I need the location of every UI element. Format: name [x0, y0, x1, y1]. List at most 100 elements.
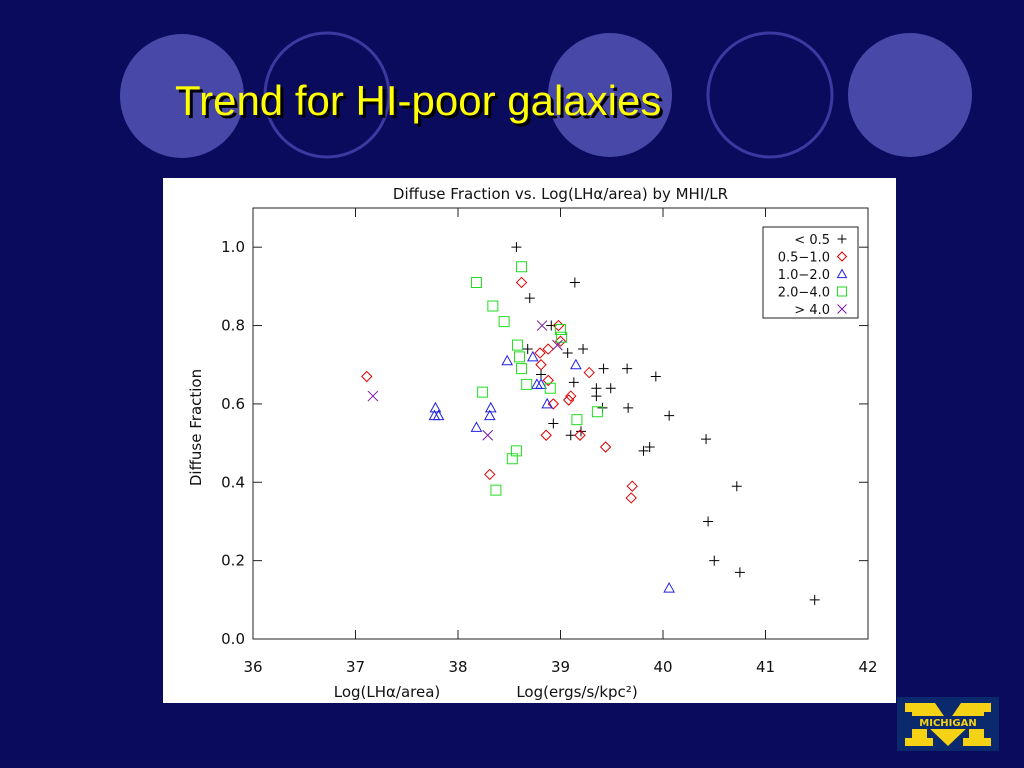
data-point [487, 300, 499, 312]
data-point [516, 363, 528, 375]
data-point [709, 555, 720, 566]
data-point [650, 371, 661, 382]
data-point [361, 370, 373, 383]
data-point [432, 409, 445, 421]
y-tick-label: 0.6 [221, 395, 245, 413]
data-point [547, 398, 560, 410]
data-point [511, 242, 522, 253]
y-tick-label: 0.2 [221, 552, 245, 570]
data-point [521, 378, 533, 390]
x-axis-label: Log(LHα/area) [334, 683, 441, 701]
data-point [535, 359, 547, 371]
data-point [552, 339, 563, 351]
data-point [605, 383, 616, 394]
data-point [583, 366, 595, 379]
decor-circle [848, 33, 972, 157]
legend-label: 0.5−1.0 [778, 251, 830, 266]
data-point [516, 261, 528, 273]
data-point [506, 453, 518, 465]
data-point [565, 430, 576, 441]
decor-circle [263, 31, 391, 159]
title-shadow: Trend for HI-poor galaxies [178, 80, 664, 127]
data-point [483, 409, 496, 421]
decor-circle [548, 33, 672, 157]
data-point [623, 402, 634, 413]
data-point [562, 394, 575, 406]
data-point [510, 445, 522, 457]
y-tick-label: 0.0 [221, 630, 245, 648]
data-point [703, 516, 714, 527]
x-tick-label: 42 [858, 658, 877, 676]
data-point [638, 445, 649, 456]
data-point [622, 363, 633, 374]
chart-title: Diffuse Fraction vs. Log(LHα/area) by MH… [393, 185, 728, 203]
data-point [568, 377, 579, 388]
slide-title: Trend for HI-poor galaxies [175, 77, 661, 124]
legend-label: 1.0−2.0 [778, 268, 830, 283]
data-point [522, 344, 533, 355]
data-point [511, 339, 523, 351]
data-point [536, 320, 548, 331]
legend-label: < 0.5 [794, 233, 830, 248]
data-point [541, 397, 554, 409]
data-point [470, 421, 483, 432]
x-tick-label: 38 [448, 658, 467, 676]
data-point [501, 354, 514, 366]
data-point [571, 414, 583, 426]
data-point [644, 442, 655, 453]
chart: Diffuse Fraction vs. Log(LHα/area) by MH… [187, 185, 878, 701]
logo: MICHIGAN [897, 697, 999, 751]
legend-label: > 4.0 [794, 303, 830, 318]
data-point [490, 484, 502, 496]
data-point [477, 386, 489, 398]
data-point [514, 351, 525, 363]
data-point [367, 390, 379, 402]
logo-banner [905, 716, 991, 729]
data-point [562, 347, 573, 358]
data-point [535, 378, 547, 389]
data-point [540, 429, 552, 441]
data-point [591, 406, 603, 418]
y-tick-label: 0.8 [221, 317, 245, 335]
legend-marker [837, 286, 847, 297]
data-point [626, 480, 638, 492]
data-point [515, 276, 528, 289]
data-point [591, 391, 602, 402]
data-point [809, 594, 820, 605]
data-point [734, 567, 745, 578]
x-axis-unit: Log(ergs/s/kpc²) [516, 683, 637, 701]
data-point [556, 331, 568, 343]
data-point [498, 316, 510, 328]
data-point [664, 410, 675, 421]
decor-circle [120, 34, 244, 158]
data-point [574, 429, 586, 441]
data-point [663, 582, 675, 593]
data-point [542, 343, 554, 355]
data-point [578, 344, 589, 355]
legend-marker [837, 234, 847, 244]
legend-marker [836, 268, 848, 279]
x-tick-label: 41 [756, 658, 775, 676]
data-point [625, 492, 637, 504]
data-point [552, 319, 565, 332]
data-point [569, 277, 580, 288]
data-point [599, 441, 612, 453]
data-point [701, 434, 712, 445]
data-point [542, 374, 554, 387]
data-point [482, 429, 494, 441]
legend-marker [837, 304, 847, 314]
x-tick-label: 40 [653, 658, 672, 676]
y-axis-label: Diffuse Fraction [187, 369, 205, 486]
y-tick-label: 0.4 [221, 473, 245, 491]
data-point [470, 276, 482, 288]
decor-circle [706, 31, 834, 159]
logo-text: MICHIGAN [919, 718, 976, 729]
data-point [570, 358, 582, 370]
y-tick-label: 1.0 [221, 238, 245, 256]
data-point [546, 320, 557, 331]
data-point [555, 323, 566, 335]
data-point [484, 468, 496, 481]
x-tick-label: 39 [551, 658, 570, 676]
